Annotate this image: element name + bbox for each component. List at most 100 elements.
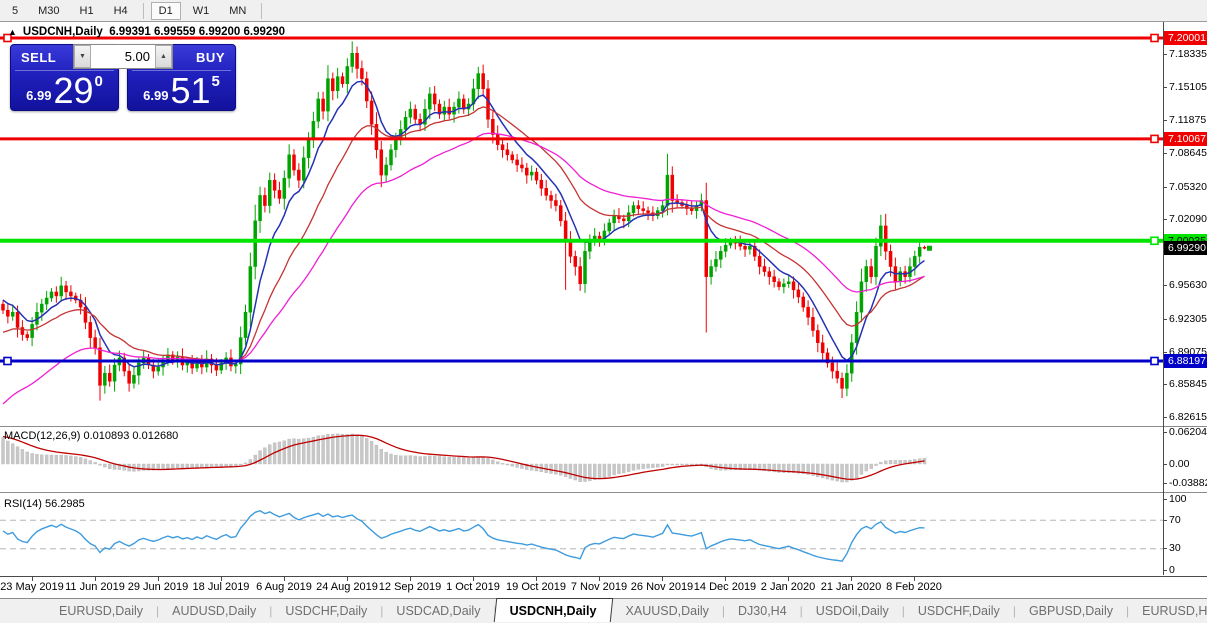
date-label-2-Jan-2020: 2 Jan 2020 [760,581,816,593]
chart-symbol-label: USDCNH,Daily [22,26,103,38]
hline-handle-right [1150,236,1159,246]
macd-scale-0.062042: 0.062042 [1169,425,1207,438]
axis-tick [1163,548,1167,550]
timeframe-button-H1[interactable]: H1 [79,4,94,17]
date-tick [914,577,915,581]
timeframe-button-D1[interactable]: D1 [150,1,181,20]
tab-dj30-h4[interactable]: DJ30,H4 [738,604,787,618]
axis-tick [1163,285,1167,286]
tab-usdchf-daily[interactable]: USDCHF,Daily [285,604,368,618]
hline-6.88197[interactable] [0,356,1163,366]
macd-values: 0.010893 0.012680 [83,430,179,442]
buy-label: BUY [196,50,225,65]
price-label-7.15105: 7.15105 [1169,81,1207,94]
rsi-name: RSI(14) [4,498,42,510]
price-badge-6.88197: 6.88197 [1164,354,1207,368]
date-tick [725,577,726,581]
date-tick [284,577,285,581]
date-tick [788,577,789,581]
collapse-triangle-icon[interactable]: ▲ [8,27,17,37]
date-tick [32,577,33,581]
chart-tab-bar: EURUSD,Daily | AUDUSD,Daily | USDCHF,Daily | U… [0,598,1207,623]
date-axis[interactable]: 23 May 2019 11 Jun 2019 29 Jun 2019 18 Jul … [0,576,1207,598]
ma-fast-line [2,80,925,368]
buy-divider [132,70,231,71]
date-label-19-Oct-2019: 19 Oct 2019 [506,581,566,593]
axis-tick [1163,431,1167,433]
chart-title: ▲ USDCNH,Daily 6.99391 6.99559 6.99200 6.… [8,26,285,38]
tab-usdchf-daily[interactable]: USDCHF,Daily [917,604,1000,618]
rsi-scale-0: 0 [1169,563,1175,576]
ma-slow-line [2,132,925,405]
date-label-12-Sep-2019: 12 Sep 2019 [378,581,442,593]
tab-gbpusd-daily[interactable]: GBPUSD,Daily [1028,604,1113,618]
tab-eurusd-daily[interactable]: EURUSD,Daily [59,604,144,618]
macd-rsi-separator[interactable] [0,492,1207,494]
volume-spinner: ▼ 5.00 ▲ [73,44,173,69]
chart-ohlc-values: 6.99391 6.99559 6.99200 6.99290 [109,26,286,38]
timeframe-button-MN[interactable]: MN [229,4,247,17]
price-badge-7.10067: 7.10067 [1164,131,1207,146]
date-tick [851,577,852,581]
hline-7.20001[interactable] [0,33,1163,43]
macd-signal-line [2,434,925,481]
axis-tick [1163,519,1167,521]
timeframe-button-5[interactable]: 5 [12,4,19,17]
price-label-6.82615: 6.82615 [1169,411,1207,424]
date-tick [662,577,663,581]
macd-histogram [1,433,927,483]
tab-separator: | [799,604,803,618]
tab-usdcad-daily[interactable]: USDCAD,Daily [396,604,481,618]
volume-increase-button[interactable]: ▲ [155,45,172,68]
timeframe-button-H4[interactable]: H4 [113,4,128,17]
hline-7.00035[interactable] [0,236,1163,246]
date-tick [473,577,474,581]
hline-handle-right [1150,33,1159,43]
tab-separator: | [269,604,273,618]
tab-usdoil-daily[interactable]: USDOil,Daily [815,604,889,618]
rsi-label: RSI(14) 56.2985 [4,498,85,510]
date-tick [410,577,411,581]
price-axis-border [1163,22,1164,575]
axis-tick [1163,318,1167,320]
price-chart-canvas[interactable] [0,22,1163,575]
rsi-scale-70: 70 [1169,513,1181,526]
date-label-7-Nov-2019: 7 Nov 2019 [570,581,628,593]
tab-separator: | [901,604,905,618]
buy-price-big: 51 [170,70,211,111]
timeframe-button-M30[interactable]: M30 [38,4,60,17]
price-axis[interactable]: 7.18335 7.15105 7.11875 7.08645 7.05320 7.020… [1163,22,1207,576]
tab-xauusd-daily[interactable]: XAUUSD,Daily [625,604,709,618]
ma-mid-line [2,106,925,363]
date-label-18-Jul-2019: 18 Jul 2019 [192,581,250,593]
tab-audusd-daily[interactable]: AUDUSD,Daily [172,604,257,618]
price-label-6.92305: 6.92305 [1169,312,1207,325]
main-macd-separator[interactable] [0,426,1207,428]
date-tick [347,577,348,581]
volume-input[interactable]: 5.00 [91,45,155,68]
date-label-8-Feb-2020: 8 Feb 2020 [886,581,942,593]
price-label-7.02090: 7.02090 [1169,213,1207,226]
volume-decrease-button[interactable]: ▼ [74,45,91,68]
tab-usdcnh-daily[interactable]: USDCNH,Daily [497,601,610,621]
rsi-level-lines [0,519,1163,550]
price-label-6.95630: 6.95630 [1169,279,1207,291]
axis-tick [1163,54,1167,56]
date-label-6-Aug-2019: 6 Aug 2019 [256,581,312,593]
date-label-24-Aug-2019: 24 Aug 2019 [316,581,378,593]
tab-separator: | [380,604,384,618]
price-label-6.85845: 6.85845 [1169,378,1207,391]
date-tick [221,577,222,581]
tab-separator: | [1012,604,1016,618]
macd-label: MACD(12,26,9) 0.010893 0.012680 [4,430,178,442]
date-tick [95,577,96,581]
tab-eurusd-h1[interactable]: EURUSD,H1 [1142,604,1207,618]
tab-separator: | [1125,604,1130,618]
timeframe-button-W1[interactable]: W1 [192,4,210,17]
hline-7.10067[interactable] [0,134,1163,144]
price-label-7.05320: 7.05320 [1169,180,1207,193]
axis-tick [1163,569,1167,571]
chart-region[interactable]: ▲ USDCNH,Daily 6.99391 6.99559 6.99200 6.… [0,22,1207,598]
date-tick [599,577,600,581]
